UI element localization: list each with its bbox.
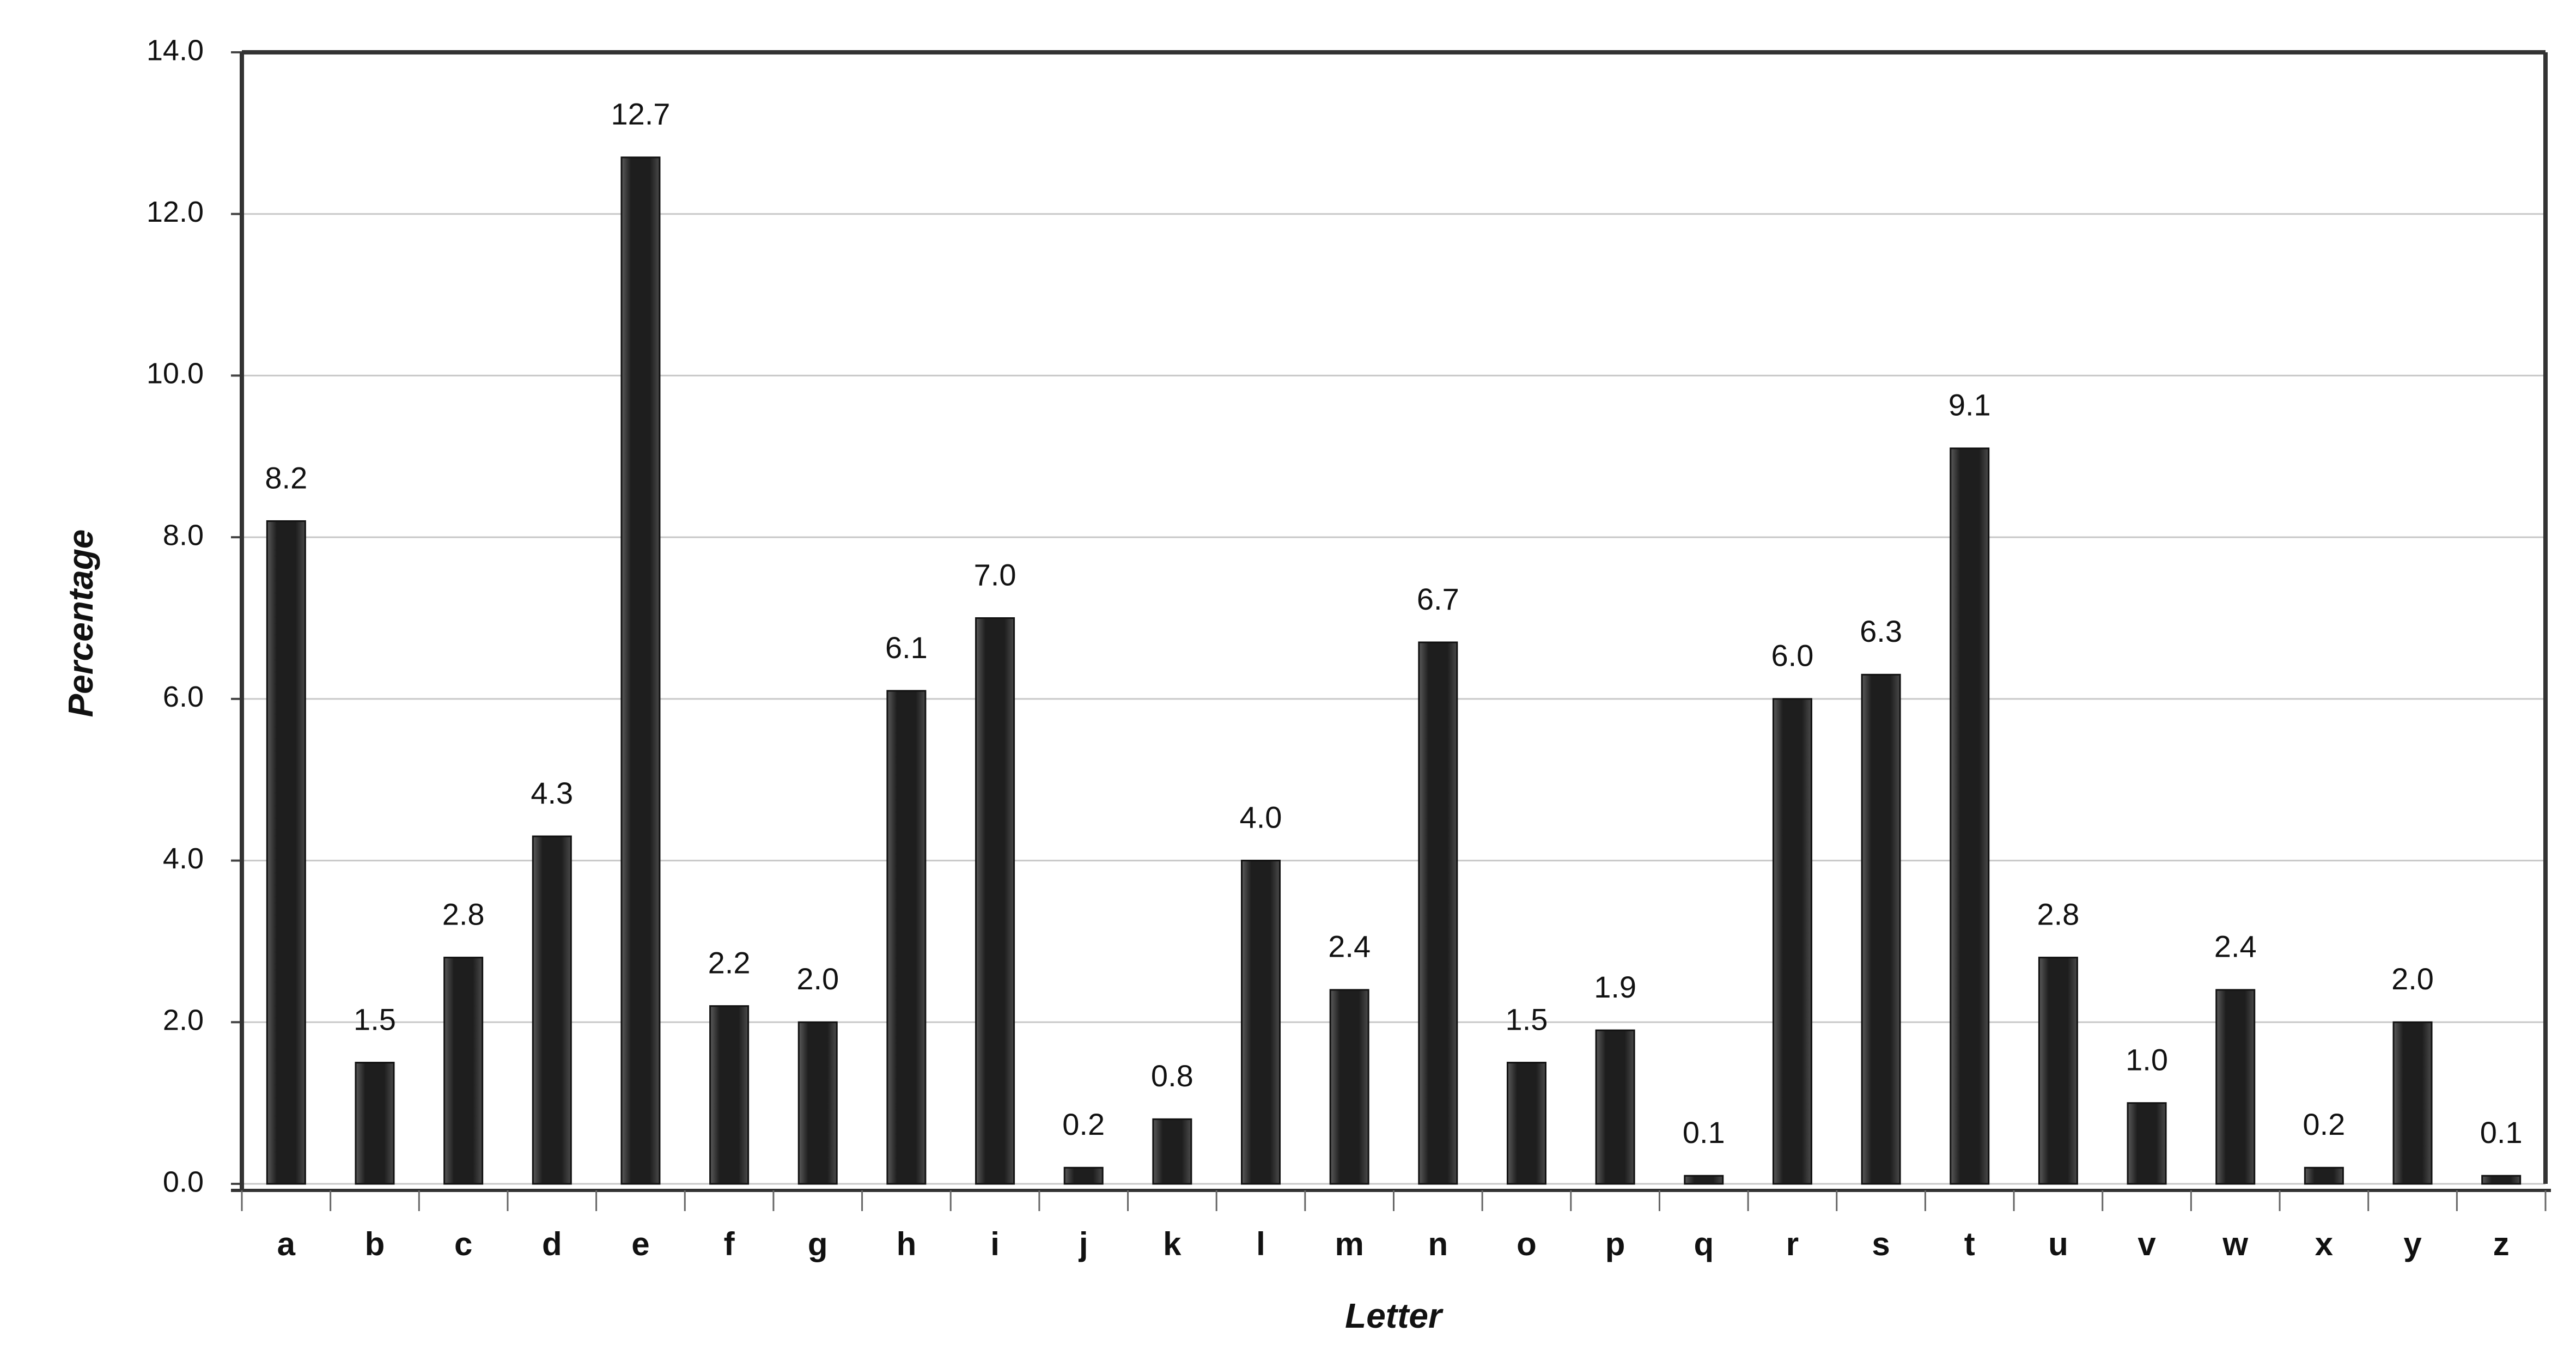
x-tick-label: a xyxy=(277,1226,296,1262)
bar xyxy=(1418,641,1458,1185)
bar xyxy=(620,156,661,1185)
bar xyxy=(886,690,927,1185)
bar xyxy=(266,520,306,1185)
x-tick-label: w xyxy=(2222,1226,2248,1262)
bar xyxy=(709,1005,750,1185)
bar xyxy=(1772,698,1812,1185)
value-label: 1.5 xyxy=(1506,1002,1548,1036)
bar xyxy=(532,835,572,1185)
value-label: 2.4 xyxy=(2214,929,2257,964)
value-label: 8.2 xyxy=(265,460,307,495)
y-tick-label: 8.0 xyxy=(163,519,204,551)
bar xyxy=(1152,1118,1192,1185)
x-tick-label: x xyxy=(2315,1226,2333,1262)
value-label: 2.0 xyxy=(2391,962,2434,996)
x-tick-label: u xyxy=(2048,1226,2068,1262)
x-tick-label: n xyxy=(1428,1226,1448,1262)
x-tick-label: h xyxy=(897,1226,917,1262)
value-label: 7.0 xyxy=(974,557,1016,592)
x-tick-label: r xyxy=(1786,1226,1799,1262)
x-tick-label: s xyxy=(1872,1226,1890,1262)
x-tick-label: y xyxy=(2403,1226,2422,1262)
x-tick-label: c xyxy=(454,1226,472,1262)
x-tick-label: o xyxy=(1517,1226,1537,1262)
value-label: 6.1 xyxy=(885,630,928,665)
value-label: 4.0 xyxy=(1240,800,1282,834)
bar xyxy=(443,957,484,1185)
bar xyxy=(1595,1029,1635,1185)
bar xyxy=(1241,860,1281,1185)
bar xyxy=(2304,1166,2344,1185)
x-tick-label: b xyxy=(365,1226,385,1262)
bar xyxy=(1063,1166,1104,1185)
y-tick-label: 12.0 xyxy=(147,196,204,228)
x-tick-label: q xyxy=(1694,1226,1714,1262)
value-label: 2.2 xyxy=(708,945,751,980)
value-label: 0.8 xyxy=(1151,1059,1193,1093)
bar xyxy=(2392,1021,2433,1185)
y-tick-label: 6.0 xyxy=(163,680,204,713)
x-tick-label: m xyxy=(1335,1226,1363,1262)
x-tick-label: j xyxy=(1079,1226,1088,1262)
value-label: 2.4 xyxy=(1328,929,1371,964)
bar xyxy=(1329,989,1369,1185)
value-label: 6.3 xyxy=(1860,614,1902,648)
y-tick-label: 0.0 xyxy=(163,1165,204,1198)
bar xyxy=(1950,447,1990,1185)
x-tick-label: i xyxy=(990,1226,1000,1262)
bar xyxy=(1506,1061,1546,1185)
value-label: 4.3 xyxy=(531,776,573,810)
value-label: 0.2 xyxy=(1062,1107,1105,1141)
x-tick-label: l xyxy=(1256,1226,1265,1262)
y-tick-label: 4.0 xyxy=(163,842,204,875)
x-tick-label: k xyxy=(1163,1226,1182,1262)
x-tick-label: g xyxy=(808,1226,828,1262)
bar xyxy=(355,1061,395,1185)
bar xyxy=(1861,673,1901,1185)
value-label: 6.0 xyxy=(1771,639,1814,673)
y-axis-title: Percentage xyxy=(61,529,100,717)
x-tick-label: p xyxy=(1605,1226,1625,1262)
bar xyxy=(975,617,1015,1185)
x-tick-label: z xyxy=(2493,1226,2510,1262)
value-label: 1.5 xyxy=(354,1002,396,1036)
value-label: 6.7 xyxy=(1417,582,1459,616)
bar xyxy=(2481,1175,2522,1185)
bar xyxy=(1684,1175,1724,1185)
bar xyxy=(2127,1102,2167,1185)
x-tick-label: e xyxy=(631,1226,649,1262)
bar xyxy=(2215,989,2256,1185)
x-tick-label: d xyxy=(542,1226,562,1262)
value-label: 2.8 xyxy=(2037,897,2079,931)
bar xyxy=(2038,957,2078,1185)
x-axis-title: Letter xyxy=(1345,1296,1444,1335)
y-tick-label: 14.0 xyxy=(147,34,204,66)
value-label: 0.2 xyxy=(2303,1107,2345,1141)
y-tick-label: 10.0 xyxy=(147,357,204,390)
value-label: 0.1 xyxy=(1683,1115,1725,1150)
y-tick-label: 2.0 xyxy=(163,1004,204,1037)
x-tick-label: v xyxy=(2137,1226,2156,1262)
value-label: 1.9 xyxy=(1594,970,1636,1004)
value-label: 0.1 xyxy=(2480,1115,2523,1150)
value-label: 2.8 xyxy=(442,897,485,931)
value-label: 9.1 xyxy=(1948,388,1991,422)
x-tick-label: f xyxy=(724,1226,735,1262)
value-label: 1.0 xyxy=(2126,1042,2168,1077)
value-label: 12.7 xyxy=(611,97,670,131)
value-label: 2.0 xyxy=(796,962,839,996)
x-tick-label: t xyxy=(1964,1226,1975,1262)
bar xyxy=(797,1021,838,1185)
